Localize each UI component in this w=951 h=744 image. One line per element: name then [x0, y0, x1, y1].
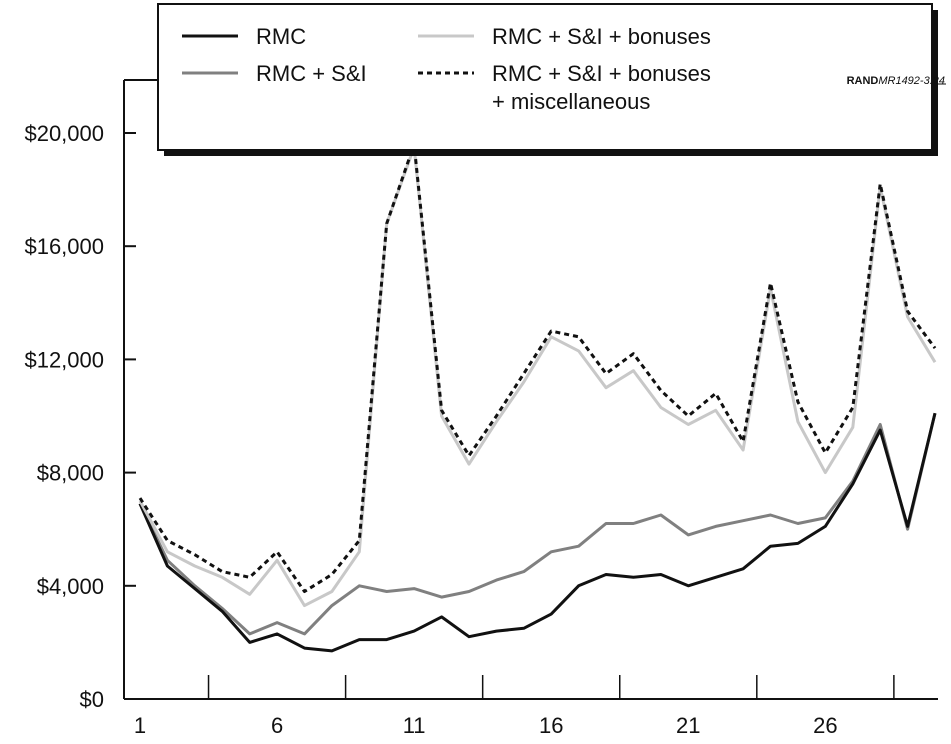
series-lines — [138, 142, 937, 653]
x-axis-ticks: 1 6 11 16 21 26 — [134, 675, 895, 738]
y-tick-label: $8,000 — [37, 461, 104, 486]
x-tick-label: 21 — [676, 713, 700, 738]
series-line-4 — [138, 142, 937, 593]
legend-label-4: RMC + S&I + bonuses + miscellaneous — [492, 61, 711, 114]
source-label: RANDMR1492-3.24 — [847, 75, 945, 87]
legend-label-1: RMC — [256, 24, 306, 49]
legend: RMC RMC + S&I RMC + S&I + bonuses RMC + S&I… — [157, 3, 938, 156]
source-label-bold: RAND — [847, 75, 879, 87]
series-line-1 — [138, 412, 937, 653]
legend-label-3: RMC + S&I + bonuses — [492, 24, 711, 49]
x-tick-label: 26 — [813, 713, 837, 738]
y-tick-label: $16,000 — [24, 234, 104, 259]
source-label-italic: MR1492-3.24 — [878, 75, 945, 87]
y-tick-label: $4,000 — [37, 574, 104, 599]
y-tick-label: $20,000 — [24, 121, 104, 146]
series-line-2 — [138, 412, 937, 636]
x-tick-label: 11 — [403, 713, 426, 738]
x-tick-label: 1 — [134, 713, 146, 738]
legend-label-2: RMC + S&I — [256, 61, 367, 86]
y-axis-ticks: $0 $4,000 $8,000 $12,000 $16,000 $20,000 — [24, 121, 136, 712]
y-tick-label: $0 — [80, 687, 104, 712]
legend-box — [157, 3, 933, 151]
y-tick-label: $12,000 — [24, 347, 104, 372]
x-tick-label: 16 — [539, 713, 563, 738]
series-line-3 — [138, 145, 937, 608]
axes — [123, 79, 946, 700]
x-tick-label: 6 — [271, 713, 283, 738]
